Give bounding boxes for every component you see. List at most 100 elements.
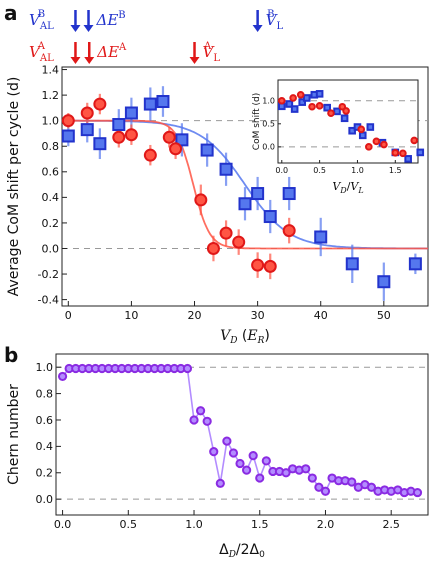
red-data-point [112, 130, 126, 144]
y-axis-label-b: Chern number [6, 384, 22, 485]
threshold-label: VLB [266, 9, 284, 32]
red-data-point [251, 258, 265, 272]
y-tick-label: 1.4 [42, 63, 60, 76]
y-tick-label: 1.2 [42, 89, 60, 102]
x-tick-label: 50 [377, 309, 391, 322]
red-data-point [206, 241, 220, 255]
x-tick-label: 1.5 [389, 166, 402, 175]
red-inset-point [391, 149, 400, 157]
blue-data-point [377, 275, 391, 289]
blue-data-point [156, 95, 170, 109]
red-inset-point [365, 143, 373, 151]
threshold-arrowhead [84, 57, 95, 64]
blue-data-point [408, 257, 422, 271]
y-axis-label: Average CoM shift per cycle (d) [6, 77, 22, 297]
threshold-arrowhead [189, 57, 200, 64]
y-tick-label: 0.0 [42, 242, 60, 255]
x-tick-label: 0.5 [313, 166, 326, 175]
chern-data-point [366, 482, 377, 492]
threshold-arrowhead [83, 25, 94, 32]
chern-data-point [189, 415, 199, 425]
x-axis-label-b: ΔD/2Δ0 [219, 542, 265, 560]
y-tick-label: -0.4 [38, 293, 59, 306]
chern-data-point [209, 447, 219, 457]
blue-inset-point [298, 98, 307, 106]
chern-data-point [281, 468, 291, 478]
threshold-arrowhead [252, 25, 263, 32]
red-inset-point [399, 149, 407, 158]
y-tick-label: 1.0 [36, 361, 54, 374]
chern-data-point [195, 406, 206, 416]
y-tick-label: 0.8 [36, 387, 54, 400]
blue-data-point [112, 118, 126, 132]
red-inset-point [308, 102, 316, 111]
x-tick-label: 1.0 [351, 166, 364, 175]
blue-data-point [61, 129, 75, 143]
blue-data-point [175, 133, 189, 147]
blue-data-point [219, 162, 233, 176]
red-inset-point [410, 136, 419, 145]
panel-b-plot: 0.0 0.5 1.0 1.5 2.0 2.5 0.0 0.2 0.4 0.6 0.8 1.0 Cher… [6, 353, 429, 560]
red-data-point [219, 226, 233, 240]
chern-data-point [222, 436, 232, 446]
chern-data-point [228, 448, 239, 458]
red-inset-point [315, 102, 324, 110]
y-tick-label: 0.6 [42, 166, 60, 179]
blue-inset-point [323, 103, 331, 112]
chern-data-point [314, 482, 324, 492]
threshold-arrowhead [70, 57, 81, 64]
x-tick-label: 2.0 [317, 518, 335, 531]
inset-y-axis-label: CoM shift (d) [252, 93, 262, 150]
y-tick-label: 0.0 [262, 143, 275, 152]
x-tick-label: 0.0 [54, 518, 72, 531]
blue-inset-point [315, 90, 324, 98]
red-data-point [143, 148, 157, 162]
y-tick-label: 1.0 [42, 115, 60, 128]
chern-data-point [307, 473, 317, 483]
x-tick-label: 30 [251, 309, 265, 322]
blue-data-point [143, 97, 157, 111]
y-tick-label: 0.8 [42, 140, 60, 153]
chern-data-point [347, 477, 357, 487]
threshold-label: VALA [29, 41, 54, 64]
blue-data-point [238, 197, 252, 211]
blue-inset-point [366, 123, 375, 131]
threshold-label: VALB [29, 9, 54, 32]
x-tick-label: 0 [65, 309, 72, 322]
blue-inset-point [358, 131, 367, 140]
blue-data-point [200, 143, 214, 157]
inset-x-axis-label: VD/VL [332, 180, 363, 195]
red-data-point [124, 128, 138, 142]
blue-inset-point [404, 155, 412, 163]
blue-inset-point [285, 100, 294, 108]
red-inset-point [342, 107, 350, 115]
threshold-arrowhead [70, 25, 81, 32]
y-tick-label: -0.2 [38, 268, 59, 281]
x-tick-label: 2.5 [382, 518, 400, 531]
chern-data-point [412, 487, 423, 498]
blue-inset-point [416, 148, 425, 157]
panel-a-plot: 0 10 20 30 40 50 -0.4 -0.2 0.0 0.2 0.4 0.6 0.8 1.0 1.2… [6, 63, 429, 346]
chern-data-point [57, 371, 68, 382]
red-inset-point [357, 125, 366, 134]
y-tick-label: 0.4 [36, 440, 54, 453]
red-inset-point [277, 96, 286, 105]
y-tick-label: 0.5 [262, 120, 275, 129]
blue-inset-point [333, 107, 341, 116]
blue-data-point [124, 106, 138, 120]
red-data-point [232, 235, 246, 249]
chern-data-point [235, 458, 245, 469]
x-axis-label: VD (ER) [220, 328, 270, 346]
chern-data-point [261, 456, 271, 466]
red-data-point [169, 142, 183, 156]
chern-data-point [248, 451, 258, 461]
chern-data-point [255, 473, 265, 483]
red-inset-point [372, 137, 381, 146]
x-tick-label: 10 [124, 309, 138, 322]
blue-inset-point [340, 114, 349, 123]
y-tick-label: 0.2 [36, 467, 54, 480]
blue-data-point [251, 187, 265, 201]
x-tick-label: 40 [314, 309, 328, 322]
